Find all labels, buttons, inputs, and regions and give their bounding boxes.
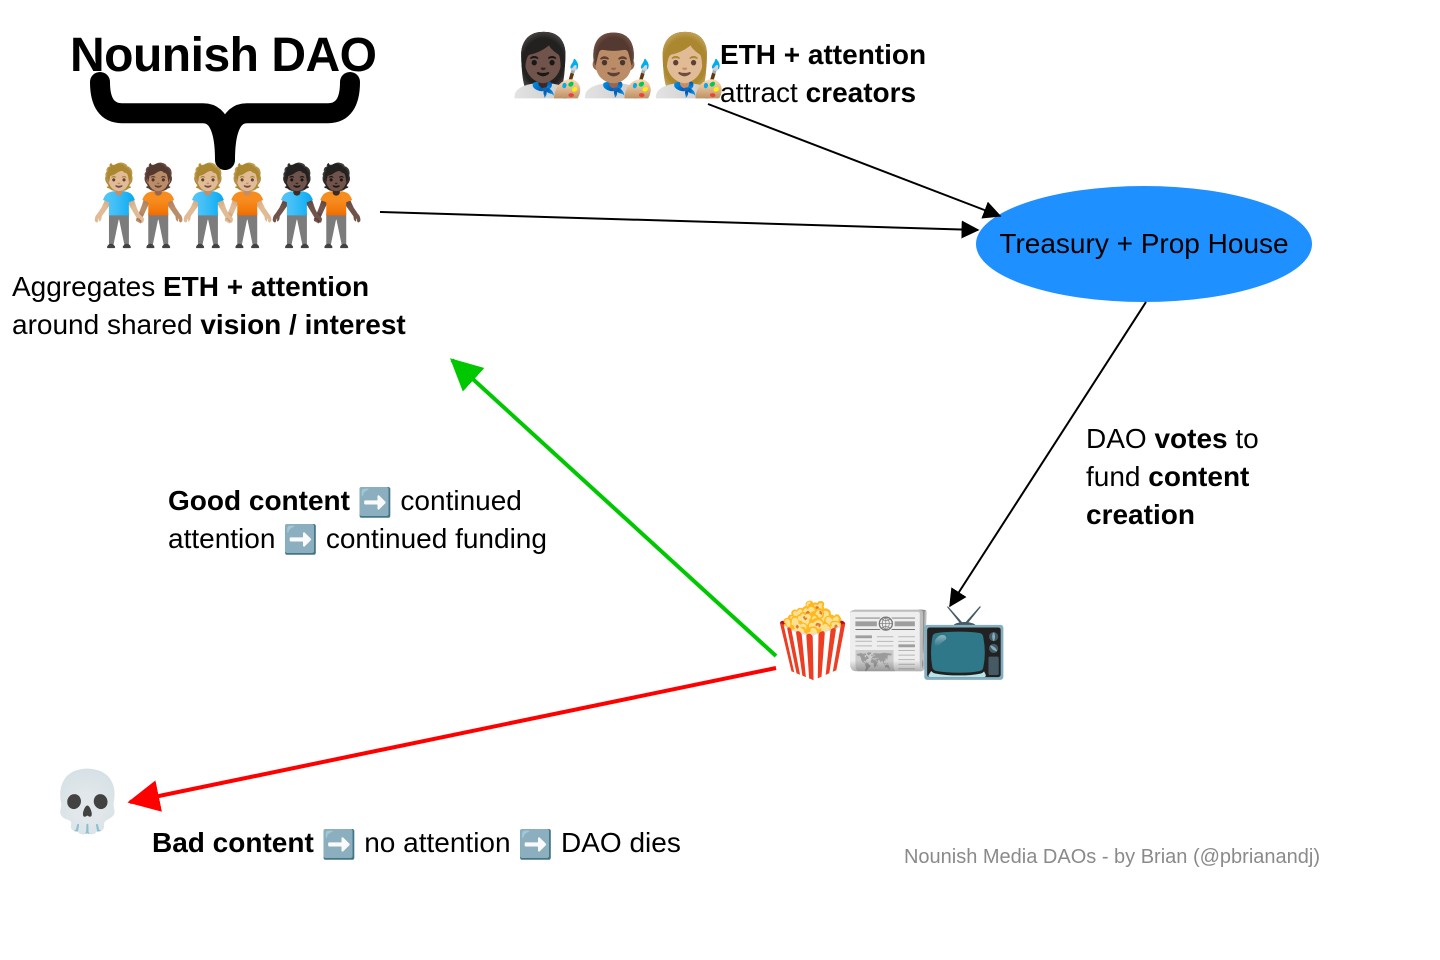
text-bold: Good content xyxy=(168,485,350,516)
creators-icon: 👩🏿‍🎨👨🏽‍🎨👩🏼‍🎨 xyxy=(510,30,726,101)
arrow-right-icon: ➡️ xyxy=(322,831,357,859)
text: Aggregates xyxy=(12,271,163,302)
text: to xyxy=(1228,423,1259,454)
text: fund xyxy=(1086,461,1148,492)
dao-caption: Aggregates ETH + attention around shared… xyxy=(12,268,406,344)
arrow-right-icon: ➡️ xyxy=(518,831,553,859)
votes-caption: DAO votes to fund content creation xyxy=(1086,420,1259,533)
content-icon: 🍿📰📺 xyxy=(768,598,1009,683)
bad-content-caption: Bad content ➡️ no attention ➡️ DAO dies xyxy=(152,824,681,862)
creators-caption: ETH + attention attract creators xyxy=(720,36,926,112)
text-bold: Bad content xyxy=(152,827,314,858)
text: Treasury + Prop House xyxy=(999,228,1288,260)
text-bold: ETH + attention xyxy=(163,271,369,302)
arrow-right-icon: ➡️ xyxy=(358,489,393,517)
text: attention xyxy=(168,523,283,554)
edge-content-to-skull xyxy=(130,668,776,802)
credit-text: Nounish Media DAOs - by Brian (@pbrianan… xyxy=(904,846,1320,869)
text-bold: votes xyxy=(1154,423,1227,454)
arrow-right-icon: ➡️ xyxy=(283,526,318,554)
edge-creators-to-treasury xyxy=(708,104,1000,216)
edge-dao-to-treasury xyxy=(380,212,978,230)
text: no attention xyxy=(356,827,518,858)
diagram-canvas: Nounish DAO 🧑🏼‍🤝‍🧑🏽🧑🏼‍🤝‍🧑🏼🧑🏿‍🤝‍🧑🏿 Aggreg… xyxy=(0,0,1440,960)
text-bold: creators xyxy=(806,77,917,108)
dao-people-icon: 🧑🏼‍🤝‍🧑🏽🧑🏼‍🤝‍🧑🏼🧑🏿‍🤝‍🧑🏿 xyxy=(90,160,365,252)
text: continued xyxy=(393,485,522,516)
text: DAO xyxy=(1086,423,1154,454)
text-bold: ETH + attention xyxy=(720,39,926,70)
text: continued funding xyxy=(318,523,547,554)
text-bold: content xyxy=(1148,461,1249,492)
text: DAO dies xyxy=(553,827,681,858)
skull-icon: 💀 xyxy=(50,766,125,837)
diagram-title: Nounish DAO xyxy=(70,28,376,83)
brace-icon xyxy=(100,82,350,160)
good-content-caption: Good content ➡️ continued attention ➡️ c… xyxy=(168,482,547,558)
text: around shared xyxy=(12,309,200,340)
text-bold: vision / interest xyxy=(200,309,405,340)
treasury-node-label: Treasury + Prop House xyxy=(976,186,1312,302)
text: attract xyxy=(720,77,806,108)
text-bold: creation xyxy=(1086,499,1195,530)
